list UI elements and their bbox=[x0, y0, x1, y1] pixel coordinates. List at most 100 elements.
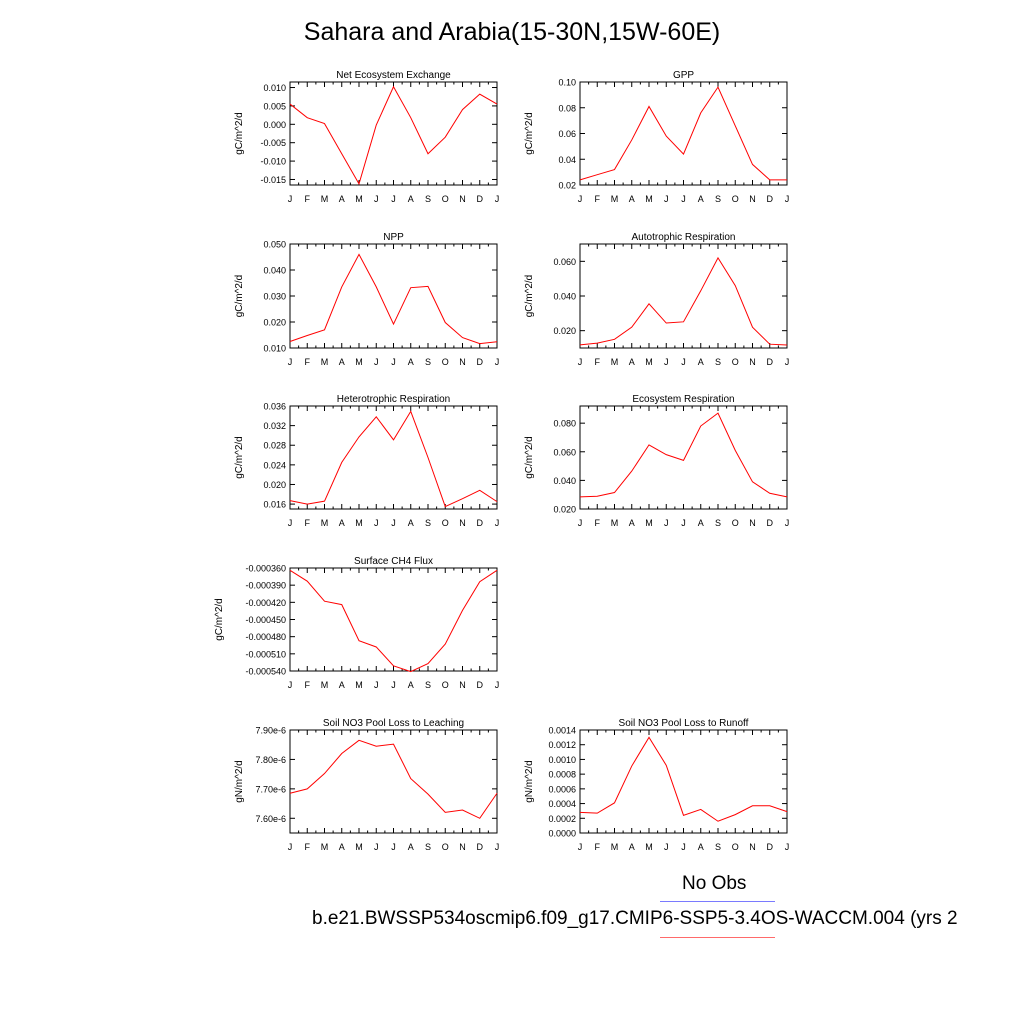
x-tick-label: J bbox=[495, 680, 500, 690]
panel-title: Autotrophic Respiration bbox=[632, 232, 736, 243]
x-tick-label: J bbox=[785, 518, 790, 528]
y-tick-label: 7.60e-6 bbox=[255, 814, 286, 824]
x-tick-label: A bbox=[339, 842, 345, 852]
y-tick-label: 0.020 bbox=[263, 318, 286, 328]
x-tick-label: D bbox=[477, 518, 484, 528]
y-tick-label: 0.02 bbox=[558, 181, 576, 191]
x-tick-label: M bbox=[355, 680, 363, 690]
x-tick-label: D bbox=[767, 194, 774, 204]
x-tick-label: D bbox=[477, 357, 484, 367]
plot-frame bbox=[579, 81, 788, 186]
x-tick-label: A bbox=[339, 194, 345, 204]
x-tick-label: O bbox=[732, 518, 739, 528]
x-tick-label: M bbox=[645, 357, 653, 367]
y-tick-label: -0.000420 bbox=[245, 598, 286, 608]
x-tick-label: A bbox=[698, 518, 704, 528]
x-tick-label: F bbox=[595, 357, 601, 367]
y-tick-label: -0.000360 bbox=[245, 564, 286, 574]
y-tick-label: 0.080 bbox=[553, 419, 576, 429]
y-axis-label: gC/m^2/d bbox=[524, 436, 535, 479]
x-tick-label: A bbox=[339, 357, 345, 367]
x-tick-label: O bbox=[732, 357, 739, 367]
x-tick-label: N bbox=[459, 842, 466, 852]
x-tick-label: A bbox=[698, 194, 704, 204]
x-tick-label: J bbox=[288, 357, 293, 367]
x-tick-label: F bbox=[595, 194, 601, 204]
y-tick-label: 7.80e-6 bbox=[255, 755, 286, 765]
y-tick-label: -0.000540 bbox=[245, 667, 286, 677]
y-tick-label: 0.036 bbox=[263, 402, 286, 412]
y-axis-label: gC/m^2/d bbox=[524, 275, 535, 318]
x-tick-label: S bbox=[425, 194, 431, 204]
plot-frame bbox=[289, 81, 498, 186]
y-tick-label: 7.90e-6 bbox=[255, 726, 286, 736]
x-tick-label: M bbox=[321, 842, 329, 852]
x-tick-label: J bbox=[664, 518, 669, 528]
y-tick-label: 0.0000 bbox=[548, 829, 576, 839]
x-tick-label: J bbox=[374, 194, 379, 204]
x-tick-label: J bbox=[374, 680, 379, 690]
x-tick-label: D bbox=[767, 518, 774, 528]
x-tick-label: F bbox=[305, 518, 311, 528]
y-tick-label: 0.0008 bbox=[548, 770, 576, 780]
series-line bbox=[289, 85, 498, 186]
y-tick-label: -0.000480 bbox=[245, 632, 286, 642]
x-tick-label: M bbox=[355, 518, 363, 528]
x-tick-label: J bbox=[785, 357, 790, 367]
x-tick-label: J bbox=[495, 518, 500, 528]
x-tick-label: M bbox=[321, 518, 329, 528]
y-axis-label: gC/m^2/d bbox=[214, 598, 225, 641]
plot-frame bbox=[289, 567, 498, 672]
x-tick-label: J bbox=[578, 194, 583, 204]
x-tick-label: S bbox=[715, 194, 721, 204]
y-tick-label: 0.040 bbox=[263, 266, 286, 276]
x-tick-label: J bbox=[391, 194, 396, 204]
y-tick-label: 0.060 bbox=[553, 447, 576, 457]
x-tick-label: J bbox=[391, 357, 396, 367]
x-tick-label: M bbox=[355, 842, 363, 852]
panel-title: Ecosystem Respiration bbox=[632, 394, 734, 405]
x-tick-label: S bbox=[425, 357, 431, 367]
x-tick-label: D bbox=[477, 680, 484, 690]
x-tick-label: J bbox=[785, 842, 790, 852]
series-line bbox=[289, 253, 498, 345]
x-tick-label: J bbox=[495, 842, 500, 852]
x-tick-label: N bbox=[749, 518, 756, 528]
y-tick-label: 0.0006 bbox=[548, 784, 576, 794]
x-tick-label: S bbox=[425, 680, 431, 690]
series-line bbox=[289, 410, 498, 508]
plot-frame bbox=[289, 405, 498, 510]
x-tick-label: J bbox=[785, 194, 790, 204]
x-tick-label: M bbox=[355, 357, 363, 367]
x-tick-label: S bbox=[715, 518, 721, 528]
y-tick-label: 0.030 bbox=[263, 292, 286, 302]
x-tick-label: M bbox=[645, 194, 653, 204]
y-tick-label: -0.015 bbox=[260, 175, 286, 185]
x-tick-label: J bbox=[391, 518, 396, 528]
panel-title: NPP bbox=[383, 232, 404, 243]
y-tick-label: 0.0010 bbox=[548, 755, 576, 765]
x-tick-label: J bbox=[288, 194, 293, 204]
x-tick-label: J bbox=[578, 357, 583, 367]
legend-obs-line bbox=[660, 901, 775, 902]
x-tick-label: J bbox=[391, 842, 396, 852]
page-title: Sahara and Arabia(15-30N,15W-60E) bbox=[303, 18, 721, 46]
panel-title: Heterotrophic Respiration bbox=[337, 394, 450, 405]
y-tick-label: -0.005 bbox=[260, 138, 286, 148]
x-tick-label: O bbox=[442, 842, 449, 852]
x-tick-label: N bbox=[749, 842, 756, 852]
x-tick-label: J bbox=[495, 357, 500, 367]
x-tick-label: N bbox=[749, 357, 756, 367]
plot-frame bbox=[579, 243, 788, 349]
x-tick-label: D bbox=[767, 357, 774, 367]
series-line bbox=[579, 736, 788, 822]
x-tick-label: J bbox=[391, 680, 396, 690]
y-tick-label: 0.08 bbox=[558, 103, 576, 113]
panel-title: Soil NO3 Pool Loss to Runoff bbox=[619, 718, 749, 729]
